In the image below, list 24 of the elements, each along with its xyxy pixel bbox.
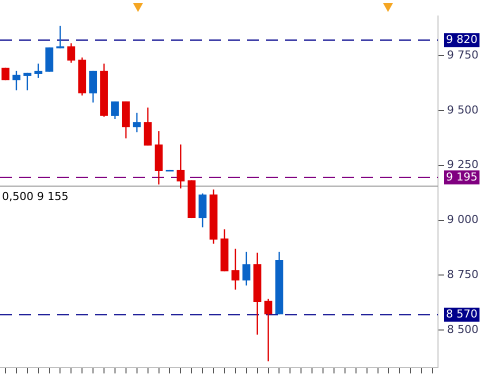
y-tick-label: 8 750 (447, 268, 478, 282)
candlestick (12, 70, 20, 91)
candlestick (176, 144, 185, 190)
candlestick (198, 192, 207, 228)
candlestick (111, 100, 119, 120)
ref-line-label: 9 820 (446, 33, 478, 46)
candlestick (264, 298, 272, 362)
y-tick-label: 9 750 (447, 48, 478, 62)
candlestick (34, 63, 42, 79)
candlestick (23, 72, 32, 91)
candlestick (132, 112, 141, 133)
y-tick-label: 9 000 (447, 213, 478, 226)
candlestick (89, 70, 98, 104)
ref-line-label: 8 570 (446, 308, 478, 321)
y-tick-label: 8 500 (447, 322, 478, 336)
candlestick (67, 42, 76, 64)
candlestick (56, 25, 64, 49)
candlestick (242, 251, 250, 286)
candlestick (231, 248, 240, 290)
ref-line-label: 9 195 (446, 170, 478, 184)
ref-line-label: 0,500 9 155 (2, 190, 68, 204)
y-tick-label: 9 500 (447, 103, 478, 116)
candlestick (144, 106, 152, 146)
y-tick-label: 9 250 (447, 158, 478, 172)
